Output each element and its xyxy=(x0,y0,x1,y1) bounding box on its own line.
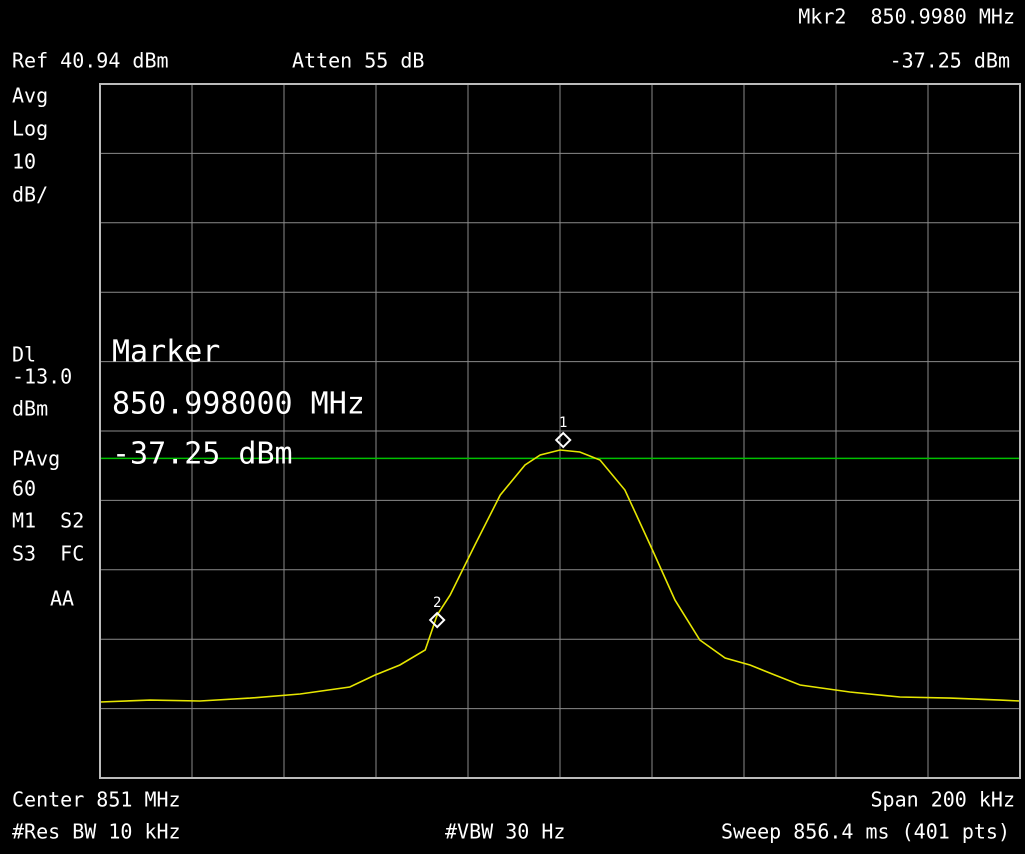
marker-readout: Mkr2 850.9980 MHz xyxy=(798,5,1015,29)
sweep: Sweep 856.4 ms (401 pts) xyxy=(721,820,1010,844)
marker-box-text: Marker xyxy=(112,335,220,370)
marker-amplitude: -37.25 dBm xyxy=(890,49,1010,73)
side-label: dB/ xyxy=(12,183,48,207)
marker-box-text: -37.25 dBm xyxy=(112,437,293,472)
side-label: PAvg xyxy=(12,447,60,471)
marker-diamond xyxy=(554,431,572,449)
trace xyxy=(99,449,1021,703)
side-label: dBm xyxy=(12,397,48,421)
side-label: AA xyxy=(50,587,74,611)
side-label: M1 S2 xyxy=(12,509,84,533)
center-freq: Center 851 MHz xyxy=(12,788,181,812)
side-label: 10 xyxy=(12,150,36,174)
side-label: 60 xyxy=(12,477,36,501)
side-label: Log xyxy=(12,117,48,141)
marker-label: 1 xyxy=(559,415,567,431)
attenuation: Atten 55 dB xyxy=(292,49,424,73)
marker-diamond xyxy=(428,611,446,629)
marker-label: 2 xyxy=(433,595,441,611)
graticule-border xyxy=(99,83,1021,779)
side-label: -13.0 xyxy=(12,365,72,389)
res-bw: #Res BW 10 kHz xyxy=(12,820,181,844)
side-label: Avg xyxy=(12,84,48,108)
span: Span 200 kHz xyxy=(871,788,1016,812)
vbw: #VBW 30 Hz xyxy=(445,820,565,844)
side-label: S3 FC xyxy=(12,542,84,566)
side-label: Dl xyxy=(12,343,36,367)
marker-box-text: 850.998000 MHz xyxy=(112,387,365,422)
ref-level: Ref 40.94 dBm xyxy=(12,49,169,73)
